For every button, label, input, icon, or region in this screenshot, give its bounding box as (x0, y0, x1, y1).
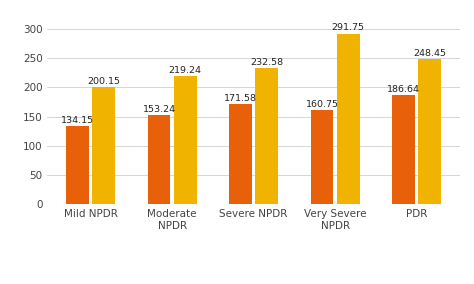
Text: 200.15: 200.15 (87, 77, 120, 86)
Bar (418, 59, 441, 204)
Bar (174, 76, 197, 204)
Text: 153.24: 153.24 (143, 105, 175, 114)
Legend: FBS, PPBS: FBS, PPBS (214, 283, 293, 284)
Bar (255, 68, 278, 204)
Text: 160.75: 160.75 (306, 100, 338, 109)
Text: 186.64: 186.64 (387, 85, 420, 94)
Bar (392, 95, 415, 204)
Text: 134.15: 134.15 (61, 116, 94, 125)
Bar (92, 87, 115, 204)
Bar (337, 34, 360, 204)
Bar (310, 110, 333, 204)
Text: 291.75: 291.75 (332, 24, 365, 32)
Text: 248.45: 248.45 (413, 49, 446, 58)
Bar (229, 104, 252, 204)
Bar (147, 115, 171, 204)
Text: 232.58: 232.58 (250, 58, 283, 67)
Bar (66, 126, 89, 204)
Text: 219.24: 219.24 (169, 66, 201, 75)
Text: 171.58: 171.58 (224, 94, 257, 103)
